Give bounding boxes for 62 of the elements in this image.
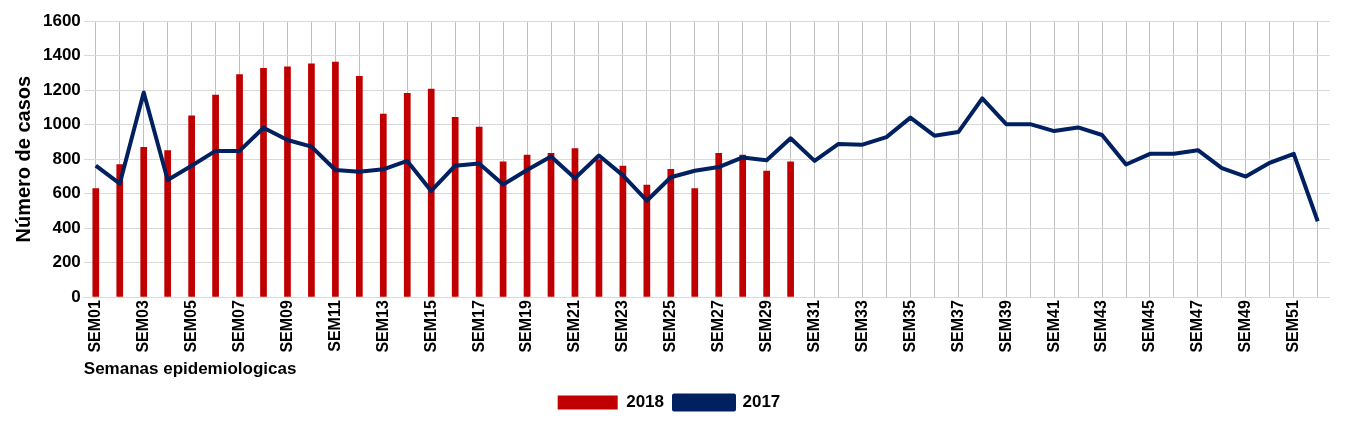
y-tick-label: 1200	[42, 79, 81, 99]
bar	[260, 68, 267, 297]
x-tick-label: SEM19	[517, 300, 535, 353]
x-tick-label: SEM17	[469, 300, 487, 353]
x-tick-label: SEM35	[900, 300, 918, 353]
x-axis-title: Semanas epidemiologicas	[83, 359, 297, 379]
x-tick-label: SEM23	[613, 300, 631, 353]
x-tick-label: SEM31	[804, 300, 822, 353]
bar	[403, 93, 411, 297]
bar	[236, 74, 243, 297]
bar	[715, 152, 723, 297]
x-tick-label: SEM25	[661, 300, 679, 353]
y-tick-label: 1600	[42, 10, 81, 30]
y-tick-label: 1000	[42, 114, 81, 134]
x-tick-label: SEM39	[996, 300, 1014, 353]
legend-label: 2017	[742, 392, 781, 412]
bar	[451, 116, 459, 297]
y-tick-label: 800	[52, 148, 81, 168]
x-tick-label: SEM41	[1044, 300, 1062, 353]
y-axis-title: Número de casos	[11, 75, 34, 243]
x-tick-label: SEM15	[421, 300, 439, 353]
bar	[164, 150, 172, 297]
x-tick-label: SEM51	[1284, 300, 1302, 353]
x-tick-label: SEM45	[1140, 300, 1158, 353]
x-tick-label: SEM09	[277, 300, 295, 353]
x-tick-label: SEM11	[325, 300, 343, 352]
x-tick-label: SEM43	[1092, 300, 1110, 353]
bar	[308, 63, 315, 297]
bar	[427, 88, 435, 297]
x-tick-label: SEM05	[182, 300, 200, 353]
bar	[116, 164, 124, 297]
bar	[284, 66, 291, 297]
x-tick-label: SEM21	[565, 300, 583, 353]
x-tick-label: SEM27	[709, 300, 727, 353]
bar	[355, 76, 363, 297]
y-tick-label: 600	[52, 183, 81, 203]
bar	[763, 170, 770, 297]
bar	[92, 188, 100, 297]
x-tick-label: SEM37	[948, 300, 966, 353]
x-tick-label: SEM47	[1188, 300, 1206, 353]
y-tick-label: 400	[52, 217, 81, 237]
x-tick-label: SEM33	[852, 300, 870, 353]
bar	[188, 115, 195, 297]
bar	[332, 61, 339, 297]
x-tick-label: SEM01	[86, 300, 104, 353]
x-tick-label: SEM07	[229, 300, 247, 353]
legend-label: 2018	[626, 392, 665, 412]
x-tick-label: SEM13	[373, 300, 391, 353]
y-tick-label: 200	[52, 252, 81, 272]
x-tick-label: SEM29	[757, 300, 775, 353]
bar	[212, 94, 219, 297]
y-tick-label: 1400	[42, 45, 81, 65]
bar	[667, 169, 675, 297]
x-tick-label: SEM03	[134, 300, 152, 353]
bar	[379, 113, 387, 297]
bar	[140, 146, 148, 297]
x-tick-label: SEM49	[1236, 300, 1254, 353]
bar	[739, 154, 747, 297]
bar	[643, 184, 651, 297]
bar	[691, 188, 699, 297]
y-tick-label: 0	[71, 286, 81, 306]
bar	[787, 161, 794, 297]
